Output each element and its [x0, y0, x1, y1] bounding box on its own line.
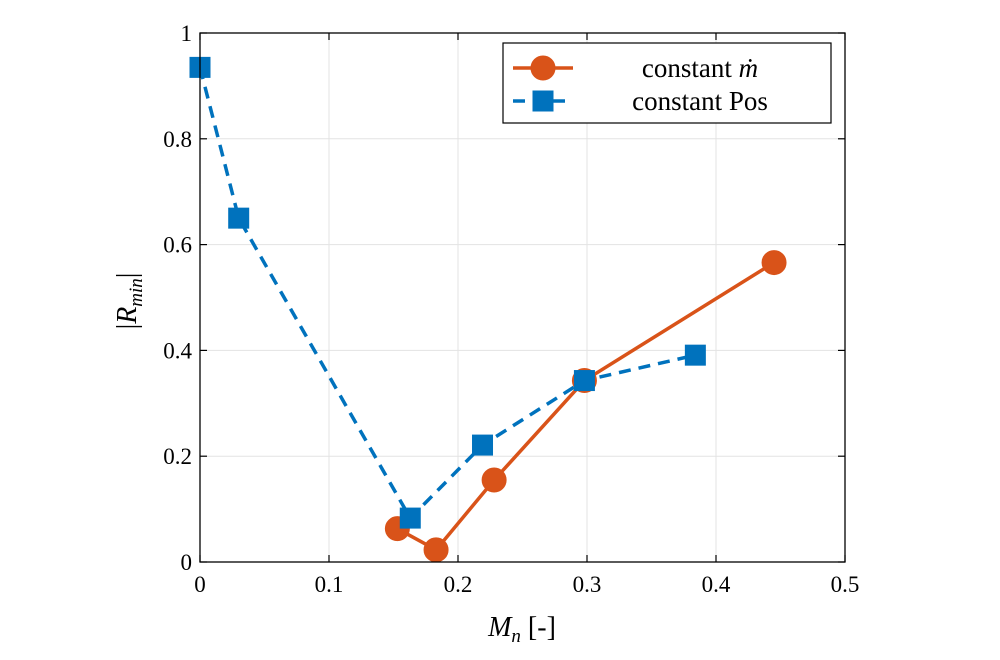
legend-entry: constant Pos [513, 86, 768, 116]
y-tick-label: 0 [181, 550, 193, 575]
y-tick-label: 0.4 [163, 338, 192, 363]
data-point [399, 507, 421, 529]
y-tick-label: 1 [181, 21, 193, 46]
series-layer [189, 56, 787, 563]
data-point [481, 467, 507, 493]
y-axis-label-bar-open: | [112, 324, 143, 330]
data-point [573, 370, 595, 392]
x-tick-label: 0 [194, 572, 206, 597]
legend-box [502, 42, 832, 124]
data-point [684, 344, 706, 366]
y-tick-label: 0.6 [163, 233, 192, 258]
y-axis-label-bar-close: | [112, 273, 143, 279]
legend-label: constant Pos [632, 86, 768, 116]
y-axis-label-var: R [112, 307, 143, 325]
y-axis-label: |Rmin| [112, 273, 147, 330]
y-tick-label: 0.2 [163, 444, 192, 469]
data-point [423, 537, 449, 563]
x-tick-label: 0.4 [702, 572, 731, 597]
x-axis-label-sub: n [511, 626, 521, 647]
x-axis-label-unit: [-] [521, 612, 556, 643]
x-tick-label: 0.2 [444, 572, 473, 597]
legend-marker [532, 90, 554, 112]
series-line [198, 66, 696, 520]
data-point [228, 207, 250, 229]
data-point [761, 250, 787, 276]
legend-marker [530, 55, 556, 81]
plot-frame [199, 32, 846, 563]
legend-entry: constant ṁ [513, 53, 758, 83]
y-axis-label-sub: min [126, 278, 147, 307]
x-tick-label: 0.5 [831, 572, 860, 597]
x-tick-label: 0.3 [573, 572, 602, 597]
x-tick-label: 0.1 [315, 572, 344, 597]
data-point [472, 434, 494, 456]
x-axis-label-var: M [487, 612, 513, 643]
series-constant-mdot [384, 250, 787, 563]
series-line [396, 261, 775, 552]
y-tick-label: 0.8 [163, 127, 192, 152]
tick-labels: 0 0.1 0.2 0.3 0.4 0.5 0 0.2 0.4 0.6 0.8 1 [163, 21, 859, 597]
x-axis-label: Mn [-] [487, 612, 556, 647]
ticks [199, 32, 846, 563]
series-constant-pos [189, 56, 706, 529]
legend-label: constant ṁ [642, 53, 758, 83]
